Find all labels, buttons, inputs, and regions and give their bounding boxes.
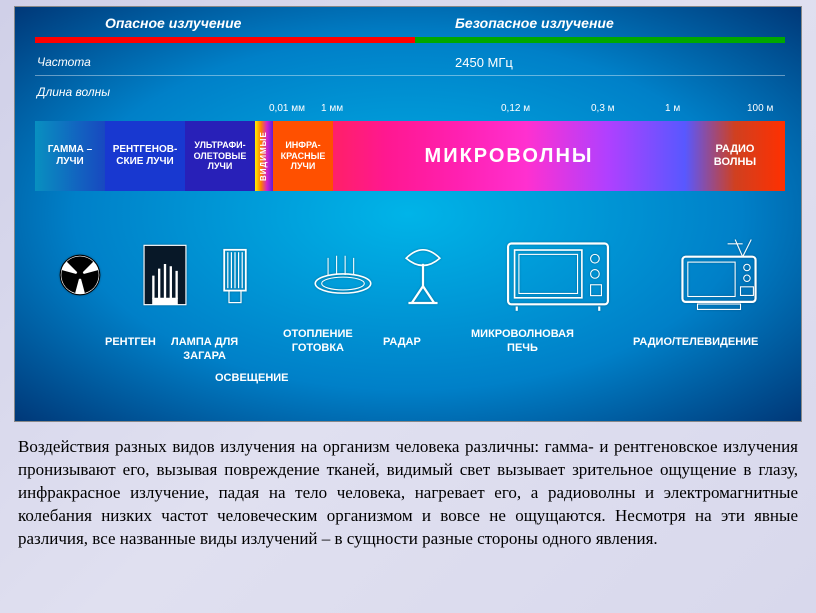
safe-label: Безопасное излучение xyxy=(455,15,614,31)
tv-icon xyxy=(653,225,785,325)
danger-safe-bar xyxy=(35,37,785,43)
segment-gamma: ГАММА – ЛУЧИ xyxy=(35,121,105,191)
segment-label: ГАММА – ЛУЧИ xyxy=(39,144,101,168)
caption-light: ОСВЕЩЕНИЕ xyxy=(215,371,289,385)
frequency-value: 2450 МГц xyxy=(455,55,513,70)
segment-microwave: МИКРОВОЛНЫ xyxy=(333,121,685,191)
divider-line xyxy=(35,75,785,76)
body-paragraph: Воздействия разных видов излучения на ор… xyxy=(18,436,798,551)
microwave-oven-icon xyxy=(463,225,653,325)
tanning-lamp-icon xyxy=(205,225,265,325)
segment-radio: РАДИО ВОЛНЫ xyxy=(685,121,785,191)
safe-bar-segment xyxy=(415,37,785,43)
caption-radar: РАДАР xyxy=(383,335,421,349)
segment-ir: ИНФРА- КРАСНЫЕ ЛУЧИ xyxy=(273,121,333,191)
segment-label: ВИДИМЫЕ xyxy=(259,131,269,181)
tick-label: 0,01 мм xyxy=(269,103,305,114)
caption-oven: МИКРОВОЛНОВАЯ ПЕЧЬ xyxy=(471,327,574,356)
icons-row xyxy=(35,225,785,325)
wavelength-row-label: Длина волны xyxy=(37,85,110,99)
xray-hand-icon xyxy=(125,225,205,325)
caption-tv: РАДИО/ТЕЛЕВИДЕНИЕ xyxy=(633,335,758,349)
radar-icon xyxy=(383,225,463,325)
caption-heat: ОТОПЛЕНИЕ ГОТОВКА xyxy=(283,327,353,356)
segment-visible: ВИДИМЫЕ xyxy=(255,121,273,191)
spectrum-diagram: Опасное излучение Безопасное излучение Ч… xyxy=(14,6,802,422)
tick-label: 100 м xyxy=(747,103,773,114)
segment-xray: РЕНТГЕНОВ- СКИЕ ЛУЧИ xyxy=(105,121,185,191)
tick-label: 0,3 м xyxy=(591,103,615,114)
tick-label: 0,12 м xyxy=(501,103,530,114)
slide: Опасное излучение Безопасное излучение Ч… xyxy=(0,0,816,613)
caption-xray: РЕНТГЕН xyxy=(105,335,156,349)
segment-label: ИНФРА- КРАСНЫЕ ЛУЧИ xyxy=(281,140,326,172)
caption-tan: ЛАМПА ДЛЯ ЗАГАРА xyxy=(171,335,238,364)
heater-icon xyxy=(303,225,383,325)
segment-label: РЕНТГЕНОВ- СКИЕ ЛУЧИ xyxy=(113,144,178,168)
tick-label: 1 м xyxy=(665,103,680,114)
frequency-row-label: Частота xyxy=(37,55,91,69)
segment-uv: УЛЬТРАФИ- ОЛЕТОВЫЕ ЛУЧИ xyxy=(185,121,255,191)
tick-label: 1 мм xyxy=(321,103,343,114)
spectrum-bar: ГАММА – ЛУЧИ РЕНТГЕНОВ- СКИЕ ЛУЧИ УЛЬТРА… xyxy=(35,121,785,191)
danger-label: Опасное излучение xyxy=(105,15,241,31)
light-bulb-icon xyxy=(265,225,303,325)
segment-label: УЛЬТРАФИ- ОЛЕТОВЫЕ ЛУЧИ xyxy=(194,140,247,172)
radiation-icon xyxy=(35,225,125,325)
segment-label: МИКРОВОЛНЫ xyxy=(425,144,594,168)
danger-bar-segment xyxy=(35,37,415,43)
segment-label: РАДИО ВОЛНЫ xyxy=(714,143,756,169)
